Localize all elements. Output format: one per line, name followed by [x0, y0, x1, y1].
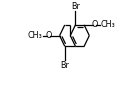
Text: CH₃: CH₃: [27, 31, 42, 40]
Text: CH₃: CH₃: [101, 20, 116, 29]
Text: Br: Br: [60, 61, 69, 70]
Text: O: O: [91, 20, 98, 29]
Text: O: O: [45, 31, 52, 40]
Text: Br: Br: [71, 2, 80, 11]
